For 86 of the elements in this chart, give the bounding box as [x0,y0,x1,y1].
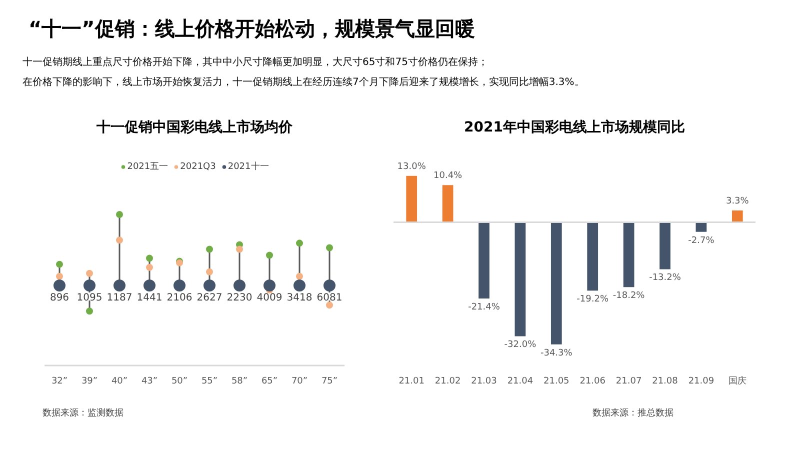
point [206,268,213,276]
data-label: -32.0% [504,340,537,350]
point [296,240,303,247]
data-label: -18.2% [612,291,646,302]
point [264,279,276,292]
point [144,279,156,292]
point [326,244,333,252]
point [296,272,303,280]
annotation: 4009 [256,292,282,304]
point [56,260,63,268]
x-tick-label: 40” [111,376,128,386]
point [326,302,333,309]
x-tick-label: 65” [261,376,278,386]
x-tick-label: 50” [171,376,188,386]
data-label: -2.7% [688,236,715,246]
point [324,279,336,292]
legend-label: 2021五一 [127,161,168,173]
source-note: 数据来源：推总数据 [592,408,674,418]
point [116,236,123,244]
point [116,211,123,218]
point [146,264,153,271]
x-tick-label: 21.01 [398,376,424,386]
data-label: 10.4% [434,171,463,182]
chart-title: 十一促销中国彩电线上市场均价 [96,118,294,136]
bar [550,222,562,344]
bar [587,222,598,291]
x-tick-label: 21.04 [507,376,534,386]
x-tick-label: 58” [231,376,248,386]
point [294,279,306,292]
text: 在价格下降的影响下，线上市场开始恢复活力，十一促销期线上在经历连续7个月下降后迎来了规模增长，实现同比增幅3.3%。 [22,76,584,88]
x-tick-label: 21.07 [616,376,642,386]
x-tick-label: 55” [201,376,218,386]
point [206,246,213,253]
x-tick-label: 21.09 [688,376,714,386]
bar [732,210,743,222]
annotation: 896 [50,292,70,304]
legend-label: 2021十一 [228,160,269,173]
annotation: 2230 [226,292,252,304]
x-tick-label: 32” [51,376,68,386]
annotation: 2627 [196,292,222,304]
point [266,252,273,259]
point [114,279,126,292]
annotation: 3418 [286,292,312,304]
bar [514,222,526,336]
point [84,279,96,292]
data-label: -21.4% [468,302,500,312]
text: “十一”促销：线上价格开始松动，规模景气显回暖 [28,16,475,40]
point [146,254,153,262]
bar [623,222,634,288]
source-note: 数据来源：监测数据 [42,408,124,418]
point [204,279,216,292]
point [56,272,63,280]
annotation: 1441 [136,292,162,304]
point [86,270,93,277]
bar [478,222,490,298]
annotation: 1095 [76,292,102,304]
annotation: 6081 [316,292,342,304]
x-tick-label: 21.05 [544,376,570,386]
point [174,279,186,292]
chart-title: 2021年中国彩电线上市场规模同比 [464,118,685,136]
x-tick-label: 国庆 [728,376,746,386]
bar [406,176,418,222]
x-tick-label: 21.08 [652,376,678,386]
text: 十一促销期线上重点尺寸价格开始下降，其中中小尺寸降幅更加明显，大尺寸65寸和75寸价格仍在保持； [22,56,488,68]
x-tick-label: 75” [321,376,338,386]
data-label: 13.0% [397,162,426,172]
point [86,308,93,315]
bar [442,185,454,222]
bar [696,222,707,232]
data-label: -19.2% [576,294,609,305]
data-label: -13.2% [649,273,682,284]
x-tick-label: 43” [141,376,158,386]
point [54,279,66,292]
x-tick-label: 21.03 [471,376,497,386]
point [236,246,243,253]
legend-label: 2021Q3 [180,162,216,172]
x-tick-label: 70” [291,376,308,386]
annotation: 2106 [166,292,192,304]
x-tick-label: 21.06 [580,376,606,386]
data-label: -34.3% [540,348,573,358]
bar [660,222,670,270]
annotation: 1187 [106,292,132,304]
x-tick-label: 21.02 [434,376,461,386]
x-tick-label: 39” [81,376,98,386]
point [234,279,246,292]
data-label: 3.3% [726,196,750,206]
